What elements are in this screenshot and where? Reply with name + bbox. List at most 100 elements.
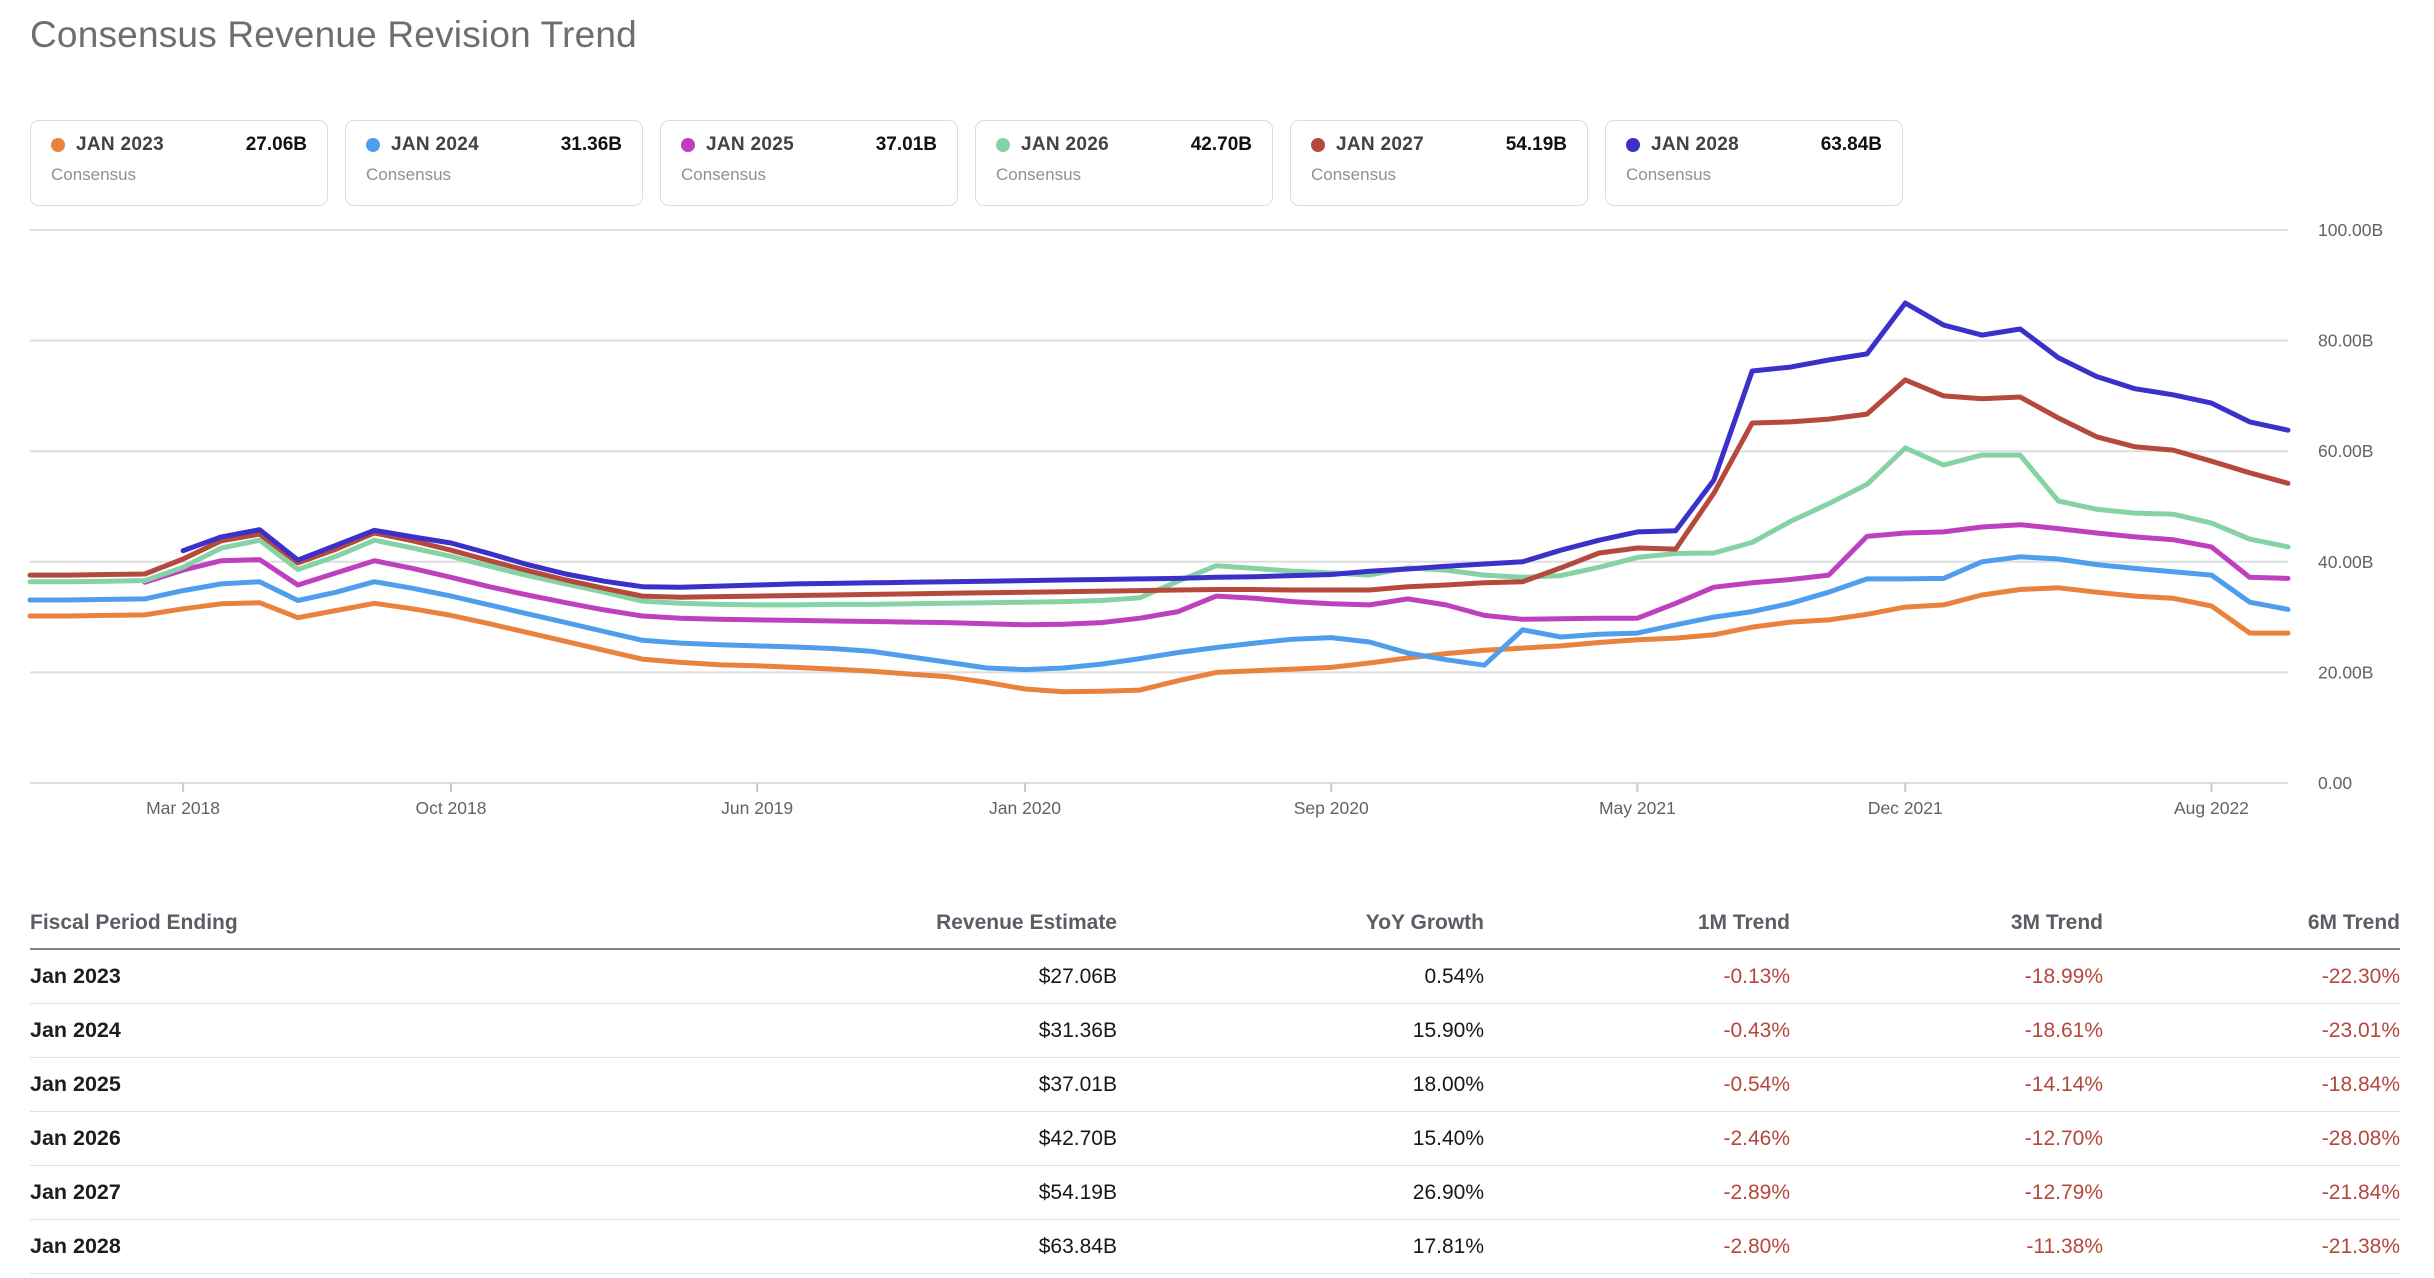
series-line-jan-2025-consensus[interactable]	[142, 522, 2291, 628]
legend-series-label: JAN 2028	[1651, 134, 1739, 155]
legend-series-sublabel: Consensus	[1311, 165, 1397, 184]
page-title: Consensus Revenue Revision Trend	[30, 14, 637, 55]
table-value-cell: -22.30%	[2321, 964, 2400, 988]
table-header-3m-trend: 3M Trend	[2010, 911, 2103, 934]
table-value-cell: -2.89%	[1723, 1180, 1790, 1204]
table-value-cell: -18.61%	[2024, 1018, 2103, 1042]
x-axis-label: May 2021	[1599, 798, 1676, 818]
legend-series-value: 37.01B	[875, 134, 937, 155]
legend-card-jan-2026[interactable]: JAN 2026 42.70B Consensus	[975, 120, 1273, 206]
legend-series-label: JAN 2027	[1336, 134, 1424, 155]
series-color-dot-icon	[51, 138, 65, 152]
table-row-jan-2023: Jan 2023 $27.06B 0.54% -0.13% -18.99% -22.30%	[30, 950, 2400, 1004]
x-axis-label: Oct 2018	[415, 798, 486, 818]
series-color-dot-icon	[366, 138, 380, 152]
table-header-yoy-growth: YoY Growth	[1365, 911, 1484, 934]
table-value-cell: $42.70B	[1038, 1126, 1117, 1150]
table-value-cell: -11.38%	[2026, 1234, 2103, 1258]
table-value-cell: 15.90%	[1412, 1018, 1484, 1042]
table-value-cell: $54.19B	[1038, 1180, 1117, 1204]
y-axis-label: 60.00B	[2318, 441, 2373, 461]
legend-card-jan-2024[interactable]: JAN 2024 31.36B Consensus	[345, 120, 643, 206]
fiscal-period-cell: Jan 2025	[30, 1072, 121, 1096]
table-value-cell: -21.38%	[2321, 1234, 2400, 1258]
revenue-trend-chart[interactable]: 100.00B 80.00B 60.00B 40.00B 20.00B 0.00 Mar 2…	[0, 0, 2434, 860]
legend-series-sublabel: Consensus	[996, 165, 1082, 184]
table-value-cell: -14.14%	[2024, 1072, 2103, 1096]
fiscal-period-cell: Jan 2027	[30, 1180, 121, 1204]
table-value-cell: -2.46%	[1723, 1126, 1790, 1150]
table-row-jan-2028: Jan 2028 $63.84B 17.81% -2.80% -11.38% -21.38…	[30, 1220, 2400, 1274]
legend-series-value: 42.70B	[1190, 134, 1252, 155]
table-value-cell: $63.84B	[1038, 1234, 1117, 1258]
legend-series-value: 63.84B	[1820, 134, 1882, 155]
legend-series-value: 27.06B	[245, 134, 307, 155]
series-line-jan-2028-consensus[interactable]	[180, 300, 2291, 590]
series-color-dot-icon	[1311, 138, 1325, 152]
legend-series-sublabel: Consensus	[681, 165, 767, 184]
legend-series-label: JAN 2024	[391, 134, 479, 155]
x-axis-label: Aug 2022	[2174, 798, 2249, 818]
legend-series-sublabel: Consensus	[1626, 165, 1712, 184]
table-value-cell: -18.84%	[2321, 1072, 2400, 1096]
x-axis-label: Jan 2020	[989, 798, 1061, 818]
table-header-fiscal-period-ending: Fiscal Period Ending	[30, 911, 238, 934]
y-axis-label: 80.00B	[2318, 331, 2373, 351]
table-value-cell: -28.08%	[2321, 1126, 2400, 1150]
estimates-table: Fiscal Period Ending Revenue Estimate YoY …	[30, 898, 2400, 1274]
table-value-cell: -0.54%	[1723, 1072, 1790, 1096]
x-axis-label: Sep 2020	[1294, 798, 1369, 818]
legend-card-jan-2028[interactable]: JAN 2028 63.84B Consensus	[1605, 120, 1903, 206]
series-color-dot-icon	[1626, 138, 1640, 152]
table-value-cell: -12.79%	[2024, 1180, 2103, 1204]
legend-series-label: JAN 2025	[706, 134, 794, 155]
table-row-jan-2027: Jan 2027 $54.19B 26.90% -2.89% -12.79% -21.84…	[30, 1166, 2400, 1220]
legend-card-jan-2027[interactable]: JAN 2027 54.19B Consensus	[1290, 120, 1588, 206]
table-row-jan-2026: Jan 2026 $42.70B 15.40% -2.46% -12.70% -28.08…	[30, 1112, 2400, 1166]
legend-card-jan-2025[interactable]: JAN 2025 37.01B Consensus	[660, 120, 958, 206]
table-header-revenue-estimate: Revenue Estimate	[936, 911, 1117, 934]
y-axis-label: 40.00B	[2318, 552, 2373, 572]
table-value-cell: -0.13%	[1723, 964, 1790, 988]
series-line-jan-2024-consensus[interactable]	[27, 554, 2291, 673]
series-color-dot-icon	[681, 138, 695, 152]
series-line-jan-2023-consensus[interactable]	[27, 585, 2291, 695]
fiscal-period-cell: Jan 2023	[30, 964, 121, 988]
fiscal-period-cell: Jan 2028	[30, 1234, 121, 1258]
table-value-cell: 15.40%	[1412, 1126, 1484, 1150]
table-value-cell: 18.00%	[1412, 1072, 1484, 1096]
table-value-cell: -18.99%	[2024, 964, 2103, 988]
legend-series-sublabel: Consensus	[51, 165, 137, 184]
table-value-cell: $37.01B	[1038, 1072, 1117, 1096]
fiscal-period-cell: Jan 2024	[30, 1018, 121, 1042]
x-axis-label: Dec 2021	[1868, 798, 1943, 818]
table-value-cell: -23.01%	[2321, 1018, 2400, 1042]
legend-row: JAN 2023 27.06B Consensus JAN 2024 31.36…	[30, 120, 1903, 206]
x-axis-label: Jun 2019	[721, 798, 793, 818]
series-color-dot-icon	[996, 138, 1010, 152]
table-value-cell: -0.43%	[1723, 1018, 1790, 1042]
legend-card-jan-2023[interactable]: JAN 2023 27.06B Consensus	[30, 120, 328, 206]
legend-series-value: 54.19B	[1505, 134, 1567, 155]
table-value-cell: $31.36B	[1038, 1018, 1117, 1042]
fiscal-period-cell: Jan 2026	[30, 1126, 121, 1150]
table-header-row: Fiscal Period Ending Revenue Estimate YoY …	[30, 898, 2400, 950]
legend-series-label: JAN 2023	[76, 134, 164, 155]
y-axis-label: 20.00B	[2318, 662, 2373, 682]
table-value-cell: $27.06B	[1038, 964, 1117, 988]
table-row-jan-2024: Jan 2024 $31.36B 15.90% -0.43% -18.61% -23.01…	[30, 1004, 2400, 1058]
series-line-jan-2027-consensus[interactable]	[27, 377, 2291, 600]
table-value-cell: 17.81%	[1412, 1234, 1484, 1258]
table-value-cell: 26.90%	[1412, 1180, 1484, 1204]
table-value-cell: -2.80%	[1723, 1234, 1790, 1258]
y-axis-label: 0.00	[2318, 773, 2352, 793]
y-axis-label: 100.00B	[2318, 220, 2383, 240]
legend-series-value: 31.36B	[560, 134, 622, 155]
table-value-cell: -21.84%	[2321, 1180, 2400, 1204]
table-value-cell: -12.70%	[2024, 1126, 2103, 1150]
legend-series-sublabel: Consensus	[366, 165, 452, 184]
table-header-1m-trend: 1M Trend	[1697, 911, 1790, 934]
x-axis-label: Mar 2018	[146, 798, 220, 818]
table-value-cell: 0.54%	[1424, 964, 1484, 988]
